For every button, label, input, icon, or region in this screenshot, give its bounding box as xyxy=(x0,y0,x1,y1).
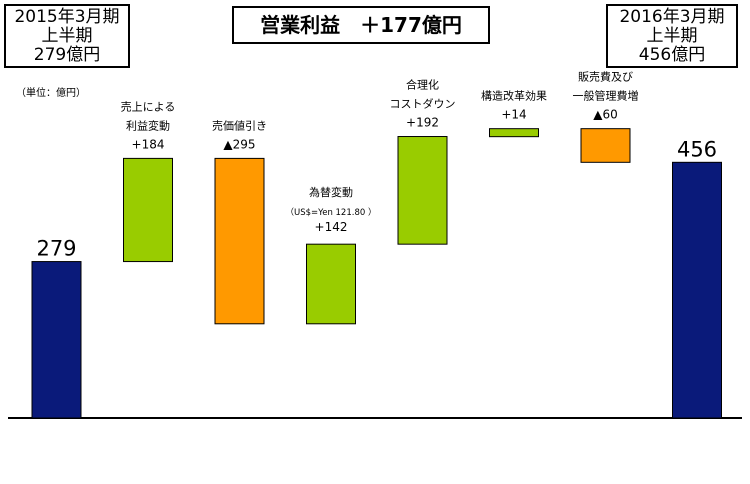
previous-period-year: 2015年3月期 xyxy=(14,7,120,27)
category-label-4-2: （US$=Yen 121.80 ） xyxy=(286,207,377,218)
data-label-6: +14 xyxy=(501,108,526,122)
category-label-5-1: 合理化 xyxy=(406,78,439,92)
previous-period-half: 上半期 xyxy=(41,26,93,46)
bar-5 xyxy=(397,136,448,245)
bar-1 xyxy=(31,261,82,419)
data-label-8: 456 xyxy=(677,137,717,161)
current-period-profit: 456億円 xyxy=(638,45,706,65)
previous-period-box: 2015年3月期 上半期 279億円 xyxy=(4,4,130,68)
category-label-7-1: 販売費及び xyxy=(578,70,633,84)
data-label-2: +184 xyxy=(132,137,165,151)
category-label-5-2: コストダウン xyxy=(390,97,456,111)
bar-4 xyxy=(306,243,356,325)
bar-7 xyxy=(580,128,631,163)
previous-period-profit: 279億円 xyxy=(33,45,101,65)
current-period-half: 上半期 xyxy=(646,26,698,46)
bar-3 xyxy=(214,157,265,325)
bar-8 xyxy=(672,161,722,419)
category-label-2-2: 利益変動 xyxy=(126,118,170,132)
category-label-7-2: 一般管理費増 xyxy=(573,89,639,103)
bar-6 xyxy=(489,128,539,138)
current-period-box: 2016年3月期 上半期 456億円 xyxy=(606,4,738,68)
data-label-5: +192 xyxy=(406,116,439,130)
category-label-2-1: 売上による xyxy=(121,100,176,113)
data-label-7: ▲60 xyxy=(593,108,618,122)
unit-note: （単位：億円） xyxy=(16,88,86,99)
category-label-4-1: 為替変動 xyxy=(309,185,353,199)
data-label-4: +142 xyxy=(315,220,348,234)
current-period-year: 2016年3月期 xyxy=(619,7,725,27)
data-label-3: ▲295 xyxy=(223,137,255,151)
bar-2 xyxy=(123,157,173,263)
category-label-6-1: 構造改革効果 xyxy=(481,89,547,103)
category-label-3-1: 売価値引き xyxy=(212,118,267,132)
data-label-1: 279 xyxy=(36,237,76,261)
chart-title: 営業利益 ＋177億円 xyxy=(232,6,490,44)
